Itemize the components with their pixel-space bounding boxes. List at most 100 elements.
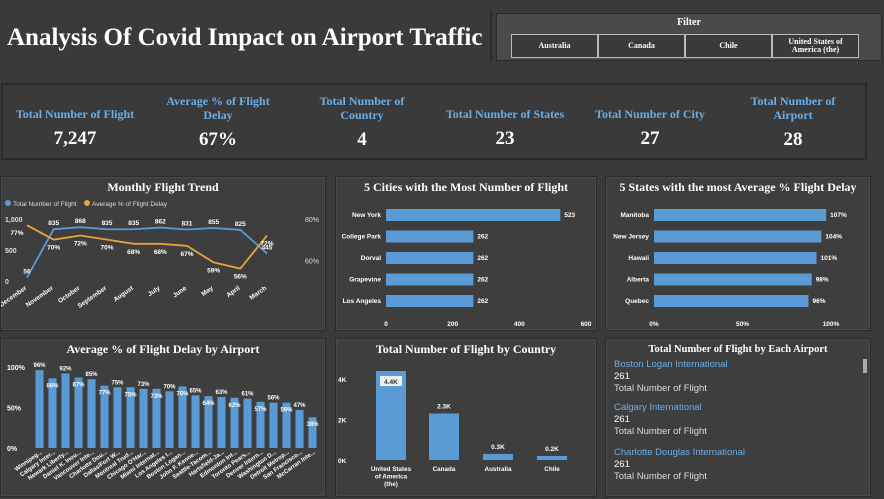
data-label-flight: 835 (128, 220, 139, 227)
y-tick-label: 2K (338, 418, 347, 425)
bar (295, 409, 304, 448)
x-tick-label: October (57, 285, 82, 305)
data-label: 107% (830, 212, 847, 219)
states-chart: Manitoba 107% New Jersey 104% Hawaii 101% Albe… (613, 209, 847, 328)
data-label: 2.3K (437, 403, 451, 410)
chart-title: 5 States with the most Average % Flight … (619, 180, 857, 194)
airport-delay-chart: 0%50%100% 96%Winnipeg...86%Calgary Inter.… (7, 363, 319, 482)
kpi-label: Total Number of Country (319, 94, 405, 122)
y-tick-label: 0% (7, 446, 18, 453)
kpi-value: 4 (357, 128, 367, 150)
legend-dot-flight (5, 200, 11, 206)
page-title: Analysis Of Covid Impact on Airport Traf… (7, 24, 483, 51)
airport-label: Total Number of Flight (614, 383, 707, 394)
list-item[interactable]: Charlotte Douglas International 261 Tota… (614, 447, 745, 482)
x-tick-label: June (172, 285, 189, 300)
list-item[interactable]: Boston Logan International 261 Total Num… (614, 359, 728, 394)
x-tick-label: December (1, 285, 29, 309)
data-label: 70% (163, 384, 176, 390)
kpi-value: 67% (199, 128, 237, 150)
kpi-label: Total Number of City (595, 107, 705, 121)
filter-chile[interactable]: Chile (685, 34, 772, 58)
data-label: 62% (228, 403, 241, 409)
data-label: 86% (46, 383, 59, 389)
kpi-label: Total Number of States (445, 107, 565, 121)
data-label: 262 (477, 255, 488, 262)
category-label: Alberta (627, 277, 650, 284)
data-label-delay: 68% (127, 249, 140, 256)
x-tick-label: 0% (649, 321, 659, 328)
data-label-delay: 68% (154, 249, 167, 256)
list-item[interactable]: Calgary International 261 Total Number o… (614, 402, 707, 437)
list-title: Total Number of Flight by Each Airport (648, 344, 828, 355)
data-label: 75% (124, 392, 137, 398)
data-label: 262 (477, 277, 488, 284)
airport-label: Total Number of Flight (614, 471, 707, 482)
kpi-total-flight: Total Number of Flight 7,247 (11, 107, 139, 150)
filter-canada[interactable]: Canada (598, 34, 685, 58)
x-tick-label: 600 (581, 321, 592, 328)
filter-panel: Filter Australia Canada Chile United Sta… (496, 13, 882, 61)
data-label: 0.3K (491, 444, 505, 451)
data-label-delay: 59% (207, 267, 220, 274)
category-label: College Park (342, 234, 382, 241)
bar (74, 377, 83, 448)
chart-title: Average % of Flight Delay by Airport (66, 342, 260, 356)
data-label-delay: 67% (180, 251, 193, 258)
data-label: 85% (85, 372, 98, 378)
bar (386, 230, 474, 243)
states-panel: 5 States with the most Average % Flight … (605, 176, 871, 331)
scrollbar-thumb[interactable] (863, 359, 867, 373)
data-label-delay: 72% (260, 241, 273, 248)
kpi-total-city: Total Number of City 27 (591, 107, 709, 150)
data-label: 262 (477, 234, 488, 241)
bar (178, 386, 187, 448)
data-label: 92% (59, 366, 72, 372)
x-tick-label: April (225, 285, 241, 299)
data-label: 96% (812, 298, 825, 305)
bar (654, 209, 827, 221)
bar (654, 295, 809, 307)
airport-list-panel: Total Number of Flight by Each Airport B… (605, 338, 871, 497)
bar (126, 387, 135, 448)
bar (165, 391, 174, 448)
filter-australia[interactable]: Australia (511, 34, 598, 58)
kpi-total-country: Total Number of Country 4 (303, 94, 421, 151)
legend-label: Average % of Flight Delay (92, 201, 168, 208)
kpi-value: 27 (640, 127, 660, 149)
monthly-trend-chart: Total Number of Flight Average % of Fligh… (1, 200, 319, 310)
data-label: 4.4K (384, 379, 398, 386)
data-label: 104% (825, 234, 842, 241)
bar (429, 413, 459, 460)
bar (282, 402, 291, 448)
data-label: 75% (111, 380, 124, 386)
category-label: Hawaii (628, 255, 649, 262)
data-label: 87% (72, 383, 85, 389)
category-label: Quebec (625, 298, 649, 305)
category-label: New Jersey (613, 234, 649, 241)
kpi-value: 28 (783, 128, 803, 150)
data-label: 262 (477, 298, 488, 305)
data-label-flight: 831 (182, 220, 193, 227)
data-label: 0.2K (545, 446, 559, 453)
y-tick-label: 4K (338, 377, 347, 384)
x-tick-label-part: United States (371, 466, 412, 473)
legend-dot-delay (84, 200, 90, 206)
data-label-flight: 855 (208, 219, 219, 226)
x-tick-label: August (112, 284, 135, 303)
y-tick-label: 100% (7, 365, 26, 372)
bar (243, 398, 252, 448)
data-label: 77% (98, 391, 111, 397)
data-label-flight: 56 (23, 269, 31, 276)
chart-title: Monthly Flight Trend (107, 180, 219, 194)
bar (256, 401, 265, 448)
y-tick-label: 50% (7, 406, 22, 413)
kpi-label: Total Number of Flight (15, 107, 135, 121)
flight-line (26, 226, 268, 278)
data-label-delay: 70% (100, 245, 113, 252)
legend-label: Total Number of Flight (13, 201, 77, 208)
bar (191, 395, 200, 448)
kpi-avg-delay: Average % of Flight Delay 67% (153, 94, 283, 151)
data-label-delay: 70% (47, 245, 60, 252)
filter-usa[interactable]: United States of America (the) (772, 34, 859, 58)
